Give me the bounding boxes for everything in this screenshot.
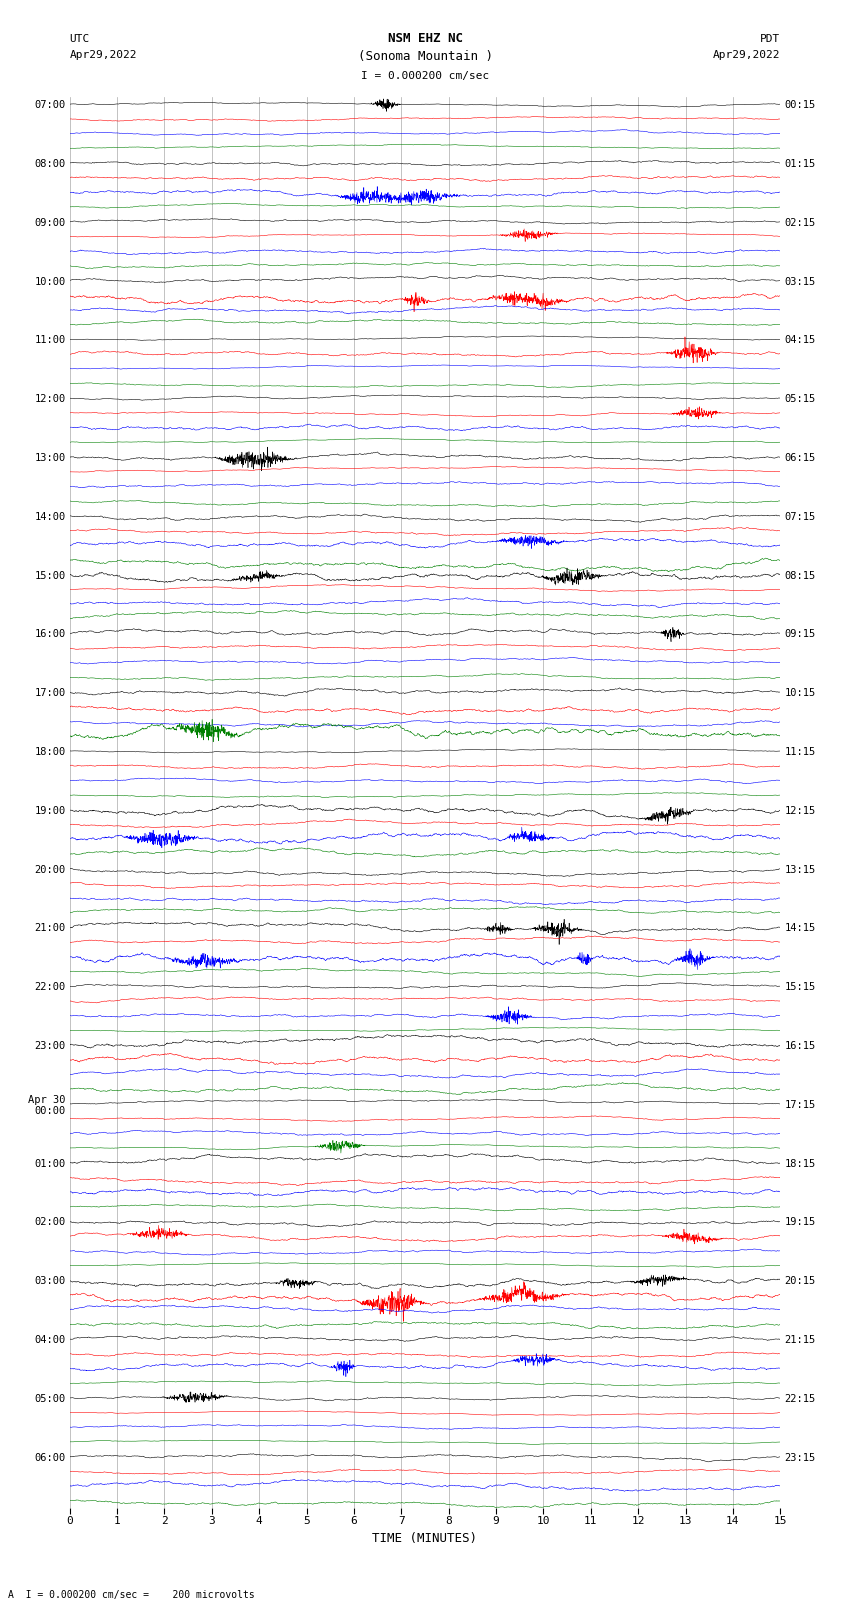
Text: Apr29,2022: Apr29,2022 — [70, 50, 137, 60]
Text: A  I = 0.000200 cm/sec =    200 microvolts: A I = 0.000200 cm/sec = 200 microvolts — [8, 1590, 255, 1600]
Text: UTC: UTC — [70, 34, 90, 44]
Text: NSM EHZ NC: NSM EHZ NC — [388, 32, 462, 45]
Text: PDT: PDT — [760, 34, 780, 44]
Text: (Sonoma Mountain ): (Sonoma Mountain ) — [358, 50, 492, 63]
Text: Apr29,2022: Apr29,2022 — [713, 50, 780, 60]
Text: I = 0.000200 cm/sec: I = 0.000200 cm/sec — [361, 71, 489, 81]
X-axis label: TIME (MINUTES): TIME (MINUTES) — [372, 1532, 478, 1545]
